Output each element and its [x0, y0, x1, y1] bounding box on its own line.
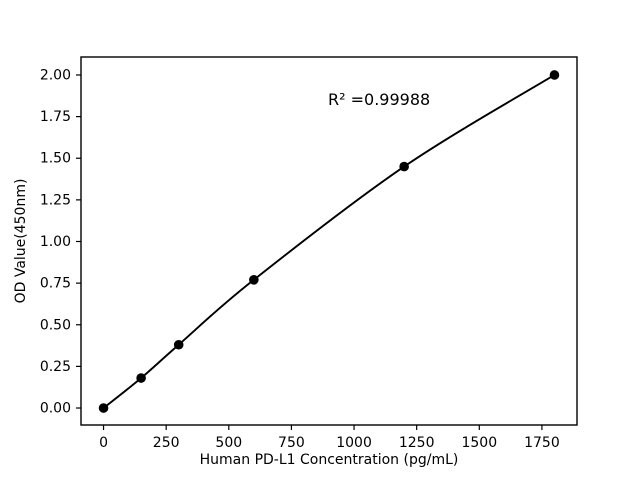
y-tick-label: 0.25: [40, 359, 71, 375]
y-tick-label: 1.50: [40, 151, 71, 167]
data-point: [549, 70, 560, 80]
y-tick-label: 1.75: [40, 109, 71, 125]
plot-area: [81, 57, 577, 425]
data-points-group: [98, 70, 560, 413]
x-axis-ticks: 0 250 500 750 1000 1250 1500 1750: [99, 425, 560, 451]
y-axis-label: OD Value(450nm): [13, 179, 29, 304]
y-tick-label: 0.50: [40, 317, 71, 333]
y-tick-label: 0.00: [40, 401, 71, 417]
x-tick-label: 250: [153, 435, 180, 451]
x-tick-label: 1250: [399, 435, 435, 451]
r-squared-annotation: R² =0.99988: [328, 90, 430, 109]
y-tick-label: 1.00: [40, 234, 71, 250]
axes-frame: [80, 56, 578, 426]
data-point: [249, 274, 259, 285]
x-tick-label: 1000: [336, 435, 372, 451]
x-tick-label: 1500: [461, 435, 497, 451]
y-tick-label: 0.75: [40, 276, 71, 292]
data-point: [173, 339, 184, 350]
data-point: [136, 373, 146, 383]
data-point: [399, 161, 409, 172]
y-tick-label: 2.00: [40, 67, 71, 83]
x-tick-label: 500: [215, 435, 242, 451]
data-point: [98, 403, 109, 413]
x-tick-label: 0: [99, 435, 108, 451]
y-tick-label: 1.25: [40, 192, 71, 208]
y-axis-ticks: 0.00 0.25 0.50 0.75 1.00 1.25 1.50 1.75 2.00: [40, 67, 81, 417]
x-axis-label: Human PD-L1 Concentration (pg/mL): [200, 452, 459, 468]
x-tick-label: 750: [278, 435, 305, 451]
x-tick-label: 1750: [524, 435, 560, 451]
